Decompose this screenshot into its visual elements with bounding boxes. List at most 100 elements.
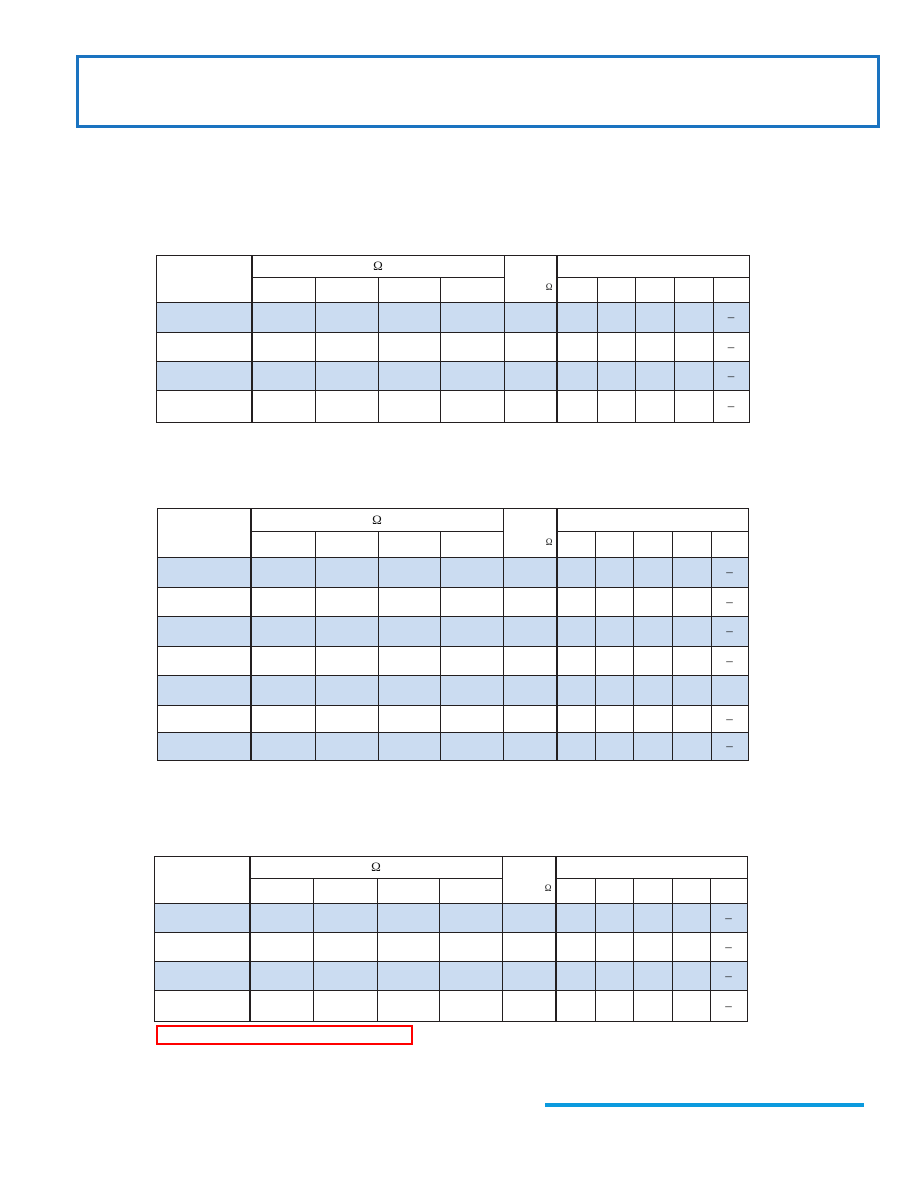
table-cell <box>376 902 440 933</box>
header-subcell <box>377 276 441 303</box>
table-cell <box>596 389 636 423</box>
table-cell <box>314 586 379 617</box>
table-cell <box>248 902 314 933</box>
table-cell <box>314 360 379 391</box>
table-cell <box>503 331 557 362</box>
footer-rule <box>545 1103 864 1107</box>
header-side-resistance: Ω <box>503 254 557 303</box>
table-cell-last-text: – <box>727 338 735 354</box>
table-cell <box>555 586 596 617</box>
table-cell <box>671 902 711 933</box>
table-cell-last-text: – <box>726 623 733 638</box>
table-cell <box>502 674 557 706</box>
table-cell <box>503 301 557 333</box>
table-cell <box>673 301 714 333</box>
table-cell <box>153 902 250 933</box>
table-cell <box>439 389 505 423</box>
table-cell <box>502 704 557 733</box>
table-cell <box>596 360 636 391</box>
table-cell <box>596 331 636 362</box>
table-cell <box>156 645 251 676</box>
header-subcell <box>554 877 596 904</box>
table-cell-last-text: – <box>726 652 733 668</box>
table-cell <box>555 731 596 761</box>
table-cell-last: – <box>710 731 749 761</box>
table-cell <box>501 989 556 1022</box>
table-cell <box>312 902 378 933</box>
table-cell <box>555 645 596 676</box>
table-cell <box>438 989 503 1022</box>
table-cell <box>555 556 596 588</box>
table-cell <box>594 704 634 733</box>
table-cell <box>554 931 596 962</box>
table-cell <box>632 902 673 933</box>
table-cell <box>671 674 712 706</box>
table-cell <box>156 704 251 733</box>
table-cell <box>153 989 250 1022</box>
table-cell <box>594 960 634 991</box>
table-cell <box>594 615 634 647</box>
table-cell <box>156 674 251 706</box>
table-cell <box>594 586 634 617</box>
header-subcell <box>438 877 503 904</box>
table-cell <box>377 615 441 647</box>
table-cell <box>248 931 314 962</box>
table-cell <box>671 731 712 761</box>
table-cell <box>671 960 711 991</box>
table-cell <box>250 360 316 391</box>
header-group-resistance: Ω <box>248 855 503 879</box>
table-cell-last-text: – <box>725 997 732 1013</box>
table-cell-last: – <box>710 645 749 676</box>
header-subcell <box>250 276 316 303</box>
header-subcell <box>249 530 316 558</box>
table-cell <box>439 674 504 706</box>
table-cell <box>314 301 379 333</box>
header-group-right <box>554 855 748 879</box>
table-cell <box>632 586 673 617</box>
table-cell <box>249 704 316 733</box>
table-cell <box>634 301 675 333</box>
header-subcell <box>632 877 673 904</box>
table-cell <box>249 586 316 617</box>
table-cell <box>439 731 504 761</box>
table-cell <box>248 989 314 1022</box>
table-cell <box>249 731 316 761</box>
table-cell-last-text: – <box>727 367 735 383</box>
table-cell <box>314 331 379 362</box>
table-cell <box>377 331 441 362</box>
table-cell-last: – <box>710 615 749 647</box>
table-cell <box>156 586 251 617</box>
header-subcell <box>596 276 636 303</box>
table-cell <box>439 586 504 617</box>
header-subcell <box>314 276 379 303</box>
table-cell <box>555 360 598 391</box>
table-cell <box>439 360 505 391</box>
header-subcell <box>376 877 440 904</box>
header-subcell <box>712 276 750 303</box>
table-cell <box>671 615 712 647</box>
table-cell <box>314 704 379 733</box>
table-cell <box>632 731 673 761</box>
table-cell <box>555 704 596 733</box>
table-cell <box>634 360 675 391</box>
table-cell <box>555 389 598 423</box>
table-cell <box>249 615 316 647</box>
table-cell <box>155 389 252 423</box>
table-cell <box>377 389 441 423</box>
table-cell <box>249 645 316 676</box>
table-cell <box>673 360 714 391</box>
table-cell <box>377 586 441 617</box>
table-cell <box>156 731 251 761</box>
table-cell-last: – <box>712 389 750 423</box>
table-cell <box>248 960 314 991</box>
table-cell-last: – <box>709 902 748 933</box>
table-cell-last-text: – <box>725 967 732 983</box>
table-cell <box>155 331 252 362</box>
table-cell <box>439 615 504 647</box>
table-cell-last: – <box>709 960 748 991</box>
header-side-resistance: Ω <box>501 855 556 904</box>
table-cell <box>314 615 379 647</box>
table-cell <box>671 645 712 676</box>
table-cell-last: – <box>710 586 749 617</box>
table-cell <box>554 989 596 1022</box>
